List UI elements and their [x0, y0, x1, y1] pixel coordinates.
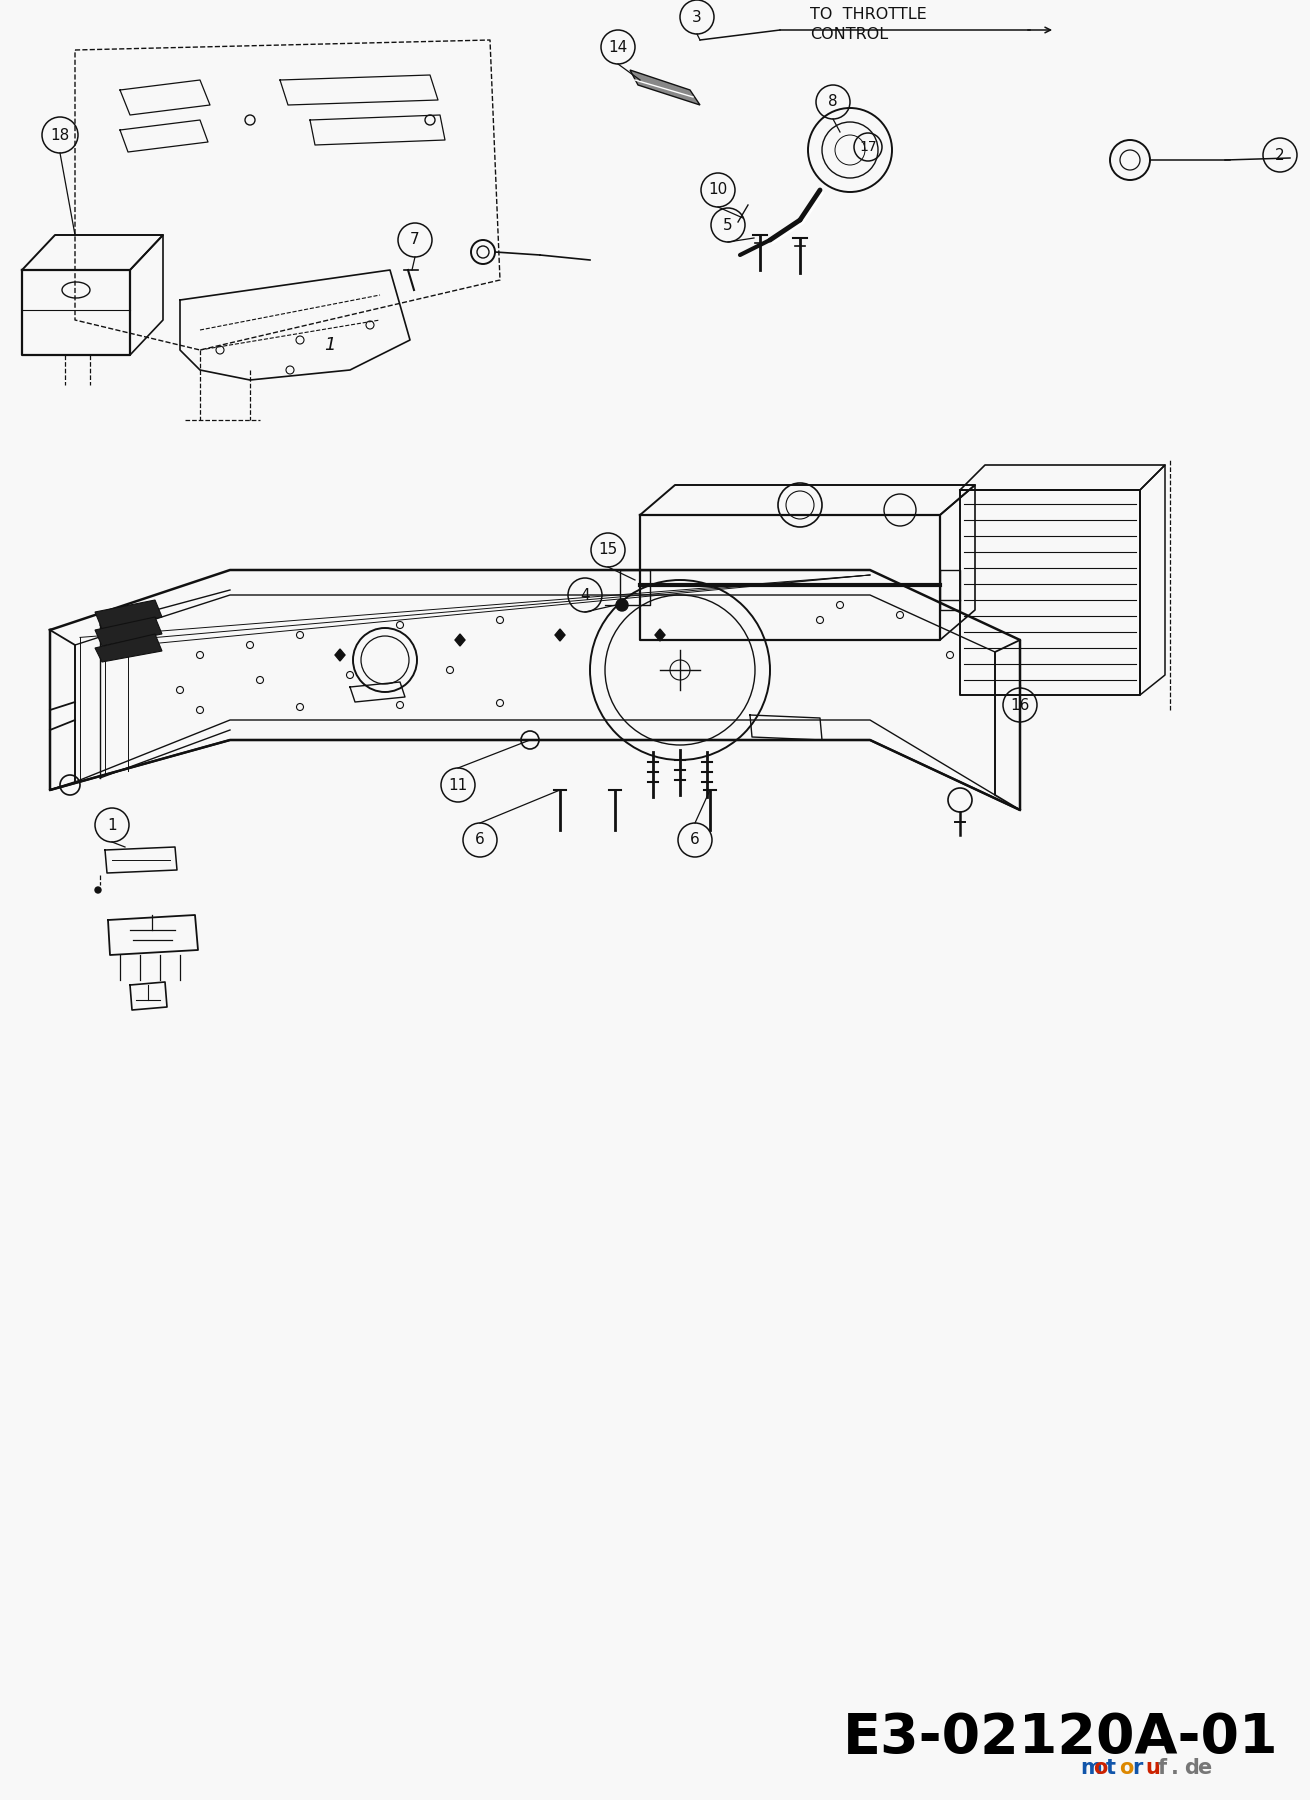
Text: o: o [1093, 1759, 1107, 1778]
Text: 2: 2 [1275, 148, 1285, 162]
Text: 16: 16 [1010, 697, 1030, 713]
Text: t: t [1106, 1759, 1116, 1778]
Text: 15: 15 [599, 542, 617, 558]
Text: e: e [1197, 1759, 1212, 1778]
Text: m: m [1079, 1759, 1102, 1778]
Circle shape [96, 887, 101, 893]
Text: .: . [1171, 1759, 1179, 1778]
Polygon shape [96, 634, 162, 662]
Polygon shape [655, 628, 665, 641]
Text: TO  THROTTLE
CONTROL: TO THROTTLE CONTROL [810, 7, 926, 41]
Text: 3: 3 [692, 9, 702, 25]
Text: 10: 10 [709, 182, 727, 198]
Text: 1: 1 [107, 817, 117, 832]
Polygon shape [630, 70, 700, 104]
Text: o: o [1119, 1759, 1133, 1778]
Text: f: f [1158, 1759, 1167, 1778]
Polygon shape [335, 650, 345, 661]
Text: 1: 1 [325, 337, 335, 355]
Text: 4: 4 [580, 587, 590, 603]
Text: 7: 7 [410, 232, 419, 247]
Text: r: r [1132, 1759, 1142, 1778]
Polygon shape [96, 617, 162, 646]
Polygon shape [96, 599, 162, 628]
Text: 11: 11 [448, 778, 468, 792]
Text: u: u [1145, 1759, 1159, 1778]
Text: 14: 14 [608, 40, 627, 54]
Circle shape [616, 599, 627, 610]
Text: E3-02120A-01: E3-02120A-01 [842, 1712, 1279, 1766]
Text: 6: 6 [476, 832, 485, 848]
Text: d: d [1184, 1759, 1199, 1778]
Text: 18: 18 [50, 128, 69, 142]
Polygon shape [455, 634, 465, 646]
Text: 17: 17 [859, 140, 876, 155]
Text: 6: 6 [690, 832, 700, 848]
Text: 5: 5 [723, 218, 732, 232]
Polygon shape [555, 628, 565, 641]
Text: 8: 8 [828, 94, 838, 110]
